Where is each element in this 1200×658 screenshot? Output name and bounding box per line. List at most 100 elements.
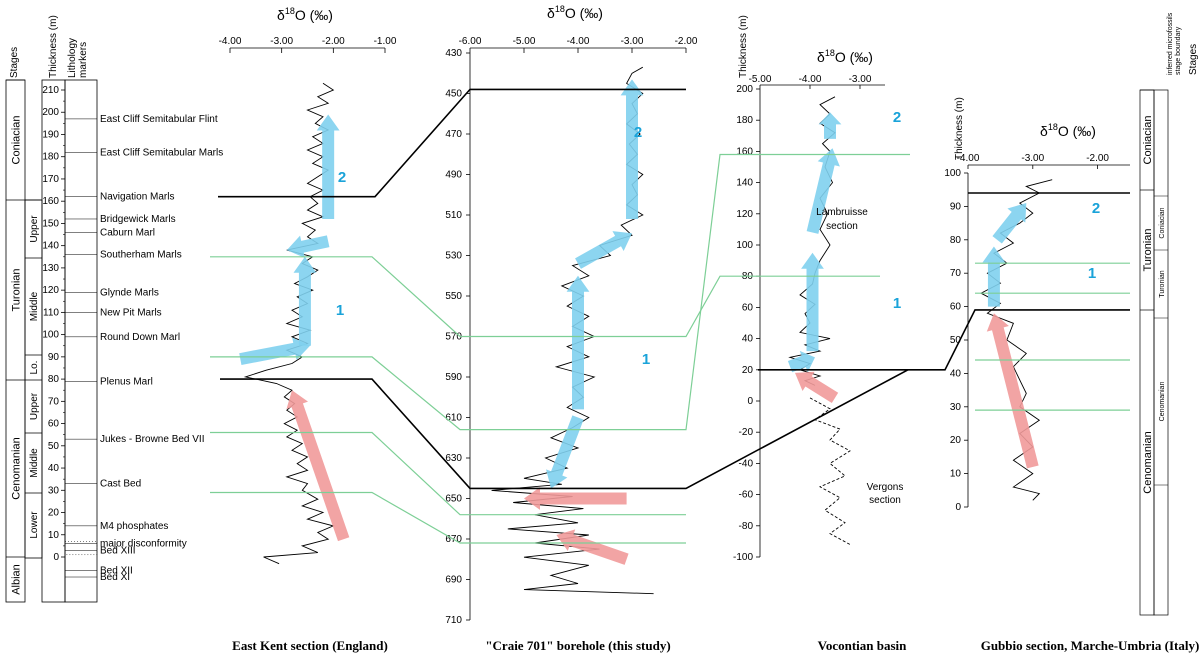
thickness-tick-label: 80 [48, 374, 60, 385]
panel4-y-tick-label: 30 [950, 402, 962, 413]
panel1-trend-arrow [293, 256, 317, 346]
panel3-y-tick-label: -20 [739, 427, 754, 438]
panel3-y-axis-label: Thickness (m) [738, 15, 749, 78]
panel2-x-tick-label: -5.00 [513, 36, 536, 47]
thickness-tick-label: 50 [48, 441, 60, 452]
panel4-x-tick-label: -4.00 [957, 153, 980, 164]
gubbio-inferred-header-2: stage boundary [1175, 26, 1182, 75]
panel3-y-tick-label: 140 [736, 178, 753, 189]
panel3-annotation-lambruisse-2: section [826, 221, 858, 232]
panel2-y-tick-label: 590 [445, 372, 462, 383]
thickness-tick-label: 100 [42, 330, 59, 341]
panel1-x-tick-label: -4.00 [219, 36, 242, 47]
panel3-y-tick-label: -100 [733, 552, 753, 563]
gubbio-inferred-header: inferred microfossils [1167, 12, 1174, 75]
thickness-tick-label: 180 [42, 152, 59, 163]
panel2-y-tick-label: 650 [445, 494, 462, 505]
panel2-trend-arrow [620, 79, 644, 220]
thickness-tick-label: 200 [42, 107, 59, 118]
lithology-column-frame [64, 79, 98, 603]
panel3-trend-arrow [787, 350, 815, 373]
correlation-green-cast-bed [210, 491, 686, 544]
panel2-x-tick-label: -2.00 [675, 36, 698, 47]
panel4-title: δ18O (‰) [1040, 122, 1096, 139]
stage-label: Coniacian [11, 116, 23, 165]
substage-label: Middle [29, 448, 40, 478]
panel2-y-tick-label: 450 [445, 89, 462, 100]
panel3-title: δ18O (‰) [817, 48, 873, 65]
thickness-tick-label: 90 [48, 352, 60, 363]
lithology-marker-label: Plenus Marl [100, 376, 153, 387]
panel4-y-tick-label: 10 [950, 469, 962, 480]
substage-label: Lo. [29, 361, 40, 375]
panel2-title: δ18O (‰) [547, 4, 603, 21]
thickness-tick-label: 170 [42, 174, 59, 185]
panel2-x-tick-label: -4.00 [567, 36, 590, 47]
panel3-vergons-curve [809, 397, 851, 545]
panel3-interval-number-1: 1 [893, 295, 901, 312]
panel3-y-tick-label: 160 [736, 146, 753, 157]
correlation-green-round-down [210, 153, 910, 431]
panel3-annotation-vergons: Vergons [867, 482, 904, 493]
panel2-trend-arrow [566, 275, 590, 410]
panel2-y-tick-label: 690 [445, 575, 462, 586]
gubbio-stage-label: Cenomanian [1142, 431, 1154, 493]
thickness-tick-label: 40 [48, 463, 60, 474]
panel4-y-tick-label: 70 [950, 268, 962, 279]
panel4-y-tick-label: 80 [950, 235, 962, 246]
panel1-trend-arrow [239, 337, 311, 365]
panel2-y-tick-label: 610 [445, 413, 462, 424]
lithology-marker-label: Jukes - Browne Bed VII [100, 434, 205, 445]
gubbio-stages-header: Stages [1188, 44, 1199, 75]
lithology-column-header: Lithology [67, 38, 78, 78]
panel3-caption: Vocontian basin [818, 638, 908, 653]
substage-label: Upper [29, 215, 40, 243]
panel2-y-tick-label: 490 [445, 170, 462, 181]
stages-column-header: Stages [9, 47, 20, 78]
panel1-title: δ18O (‰) [277, 6, 333, 23]
panel1-trend-arrow [286, 235, 330, 258]
panel3-y-tick-label: 120 [736, 209, 753, 220]
gubbio-inferred-stage-label: Cenomanian [1159, 382, 1166, 422]
panel1-interval-number-1: 1 [336, 302, 344, 319]
correlation-cen-tur-gubbio [908, 309, 1130, 371]
panel2-trend-arrow [556, 529, 629, 565]
panel2-y-tick-label: 570 [445, 332, 462, 343]
thickness-tick-label: 120 [42, 285, 59, 296]
lithology-marker-label: Caburn Marl [100, 227, 155, 238]
panel1-trend-arrow [316, 114, 340, 219]
thickness-column-header: Thickness (m) [48, 15, 59, 78]
lithology-marker-label: Navigation Marls [100, 192, 174, 203]
thickness-tick-label: 210 [42, 85, 59, 96]
lithology-marker-label: Bed XI [100, 572, 130, 583]
panel4-isotope-curve [980, 179, 1053, 501]
panel4-trend-arrow [982, 246, 1006, 307]
panel3-y-tick-label: -60 [739, 490, 754, 501]
panel3-trend-arrow [818, 112, 842, 139]
panel2-y-tick-label: 630 [445, 453, 462, 464]
correlation-turonian-coniacian [218, 88, 686, 198]
panel2-x-tick-label: -3.00 [621, 36, 644, 47]
panel3-y-tick-label: 40 [742, 334, 754, 345]
gubbio-stage-label: Turonian [1142, 228, 1154, 271]
panel3-x-tick-label: -5.00 [749, 74, 772, 85]
panel3-annotation-vergons-2: section [869, 495, 901, 506]
panel4-y-tick-label: 50 [950, 335, 962, 346]
panel4-y-tick-label: 100 [944, 168, 961, 179]
panel3-y-tick-label: 100 [736, 240, 753, 251]
thickness-tick-label: 110 [43, 307, 59, 318]
thickness-tick-label: 140 [42, 241, 59, 252]
thickness-tick-label: 70 [48, 396, 60, 407]
panel2-interval-number-1: 1 [642, 351, 650, 368]
panel2-trend-arrow [575, 231, 632, 269]
thickness-tick-label: 30 [48, 485, 60, 496]
gubbio-inferred-stage-label: Coniacian [1159, 207, 1166, 238]
correlation-green-southerham [210, 256, 880, 338]
panel2-caption: "Craie 701" borehole (this study) [485, 638, 670, 653]
panel3-y-tick-label: 180 [736, 115, 753, 126]
gubbio-inferred-stage-label: Turonian [1159, 270, 1166, 297]
panel4-x-tick-label: -2.00 [1086, 153, 1109, 164]
panel4-trend-arrow [992, 203, 1027, 244]
panel3-x-tick-label: -3.00 [849, 74, 872, 85]
